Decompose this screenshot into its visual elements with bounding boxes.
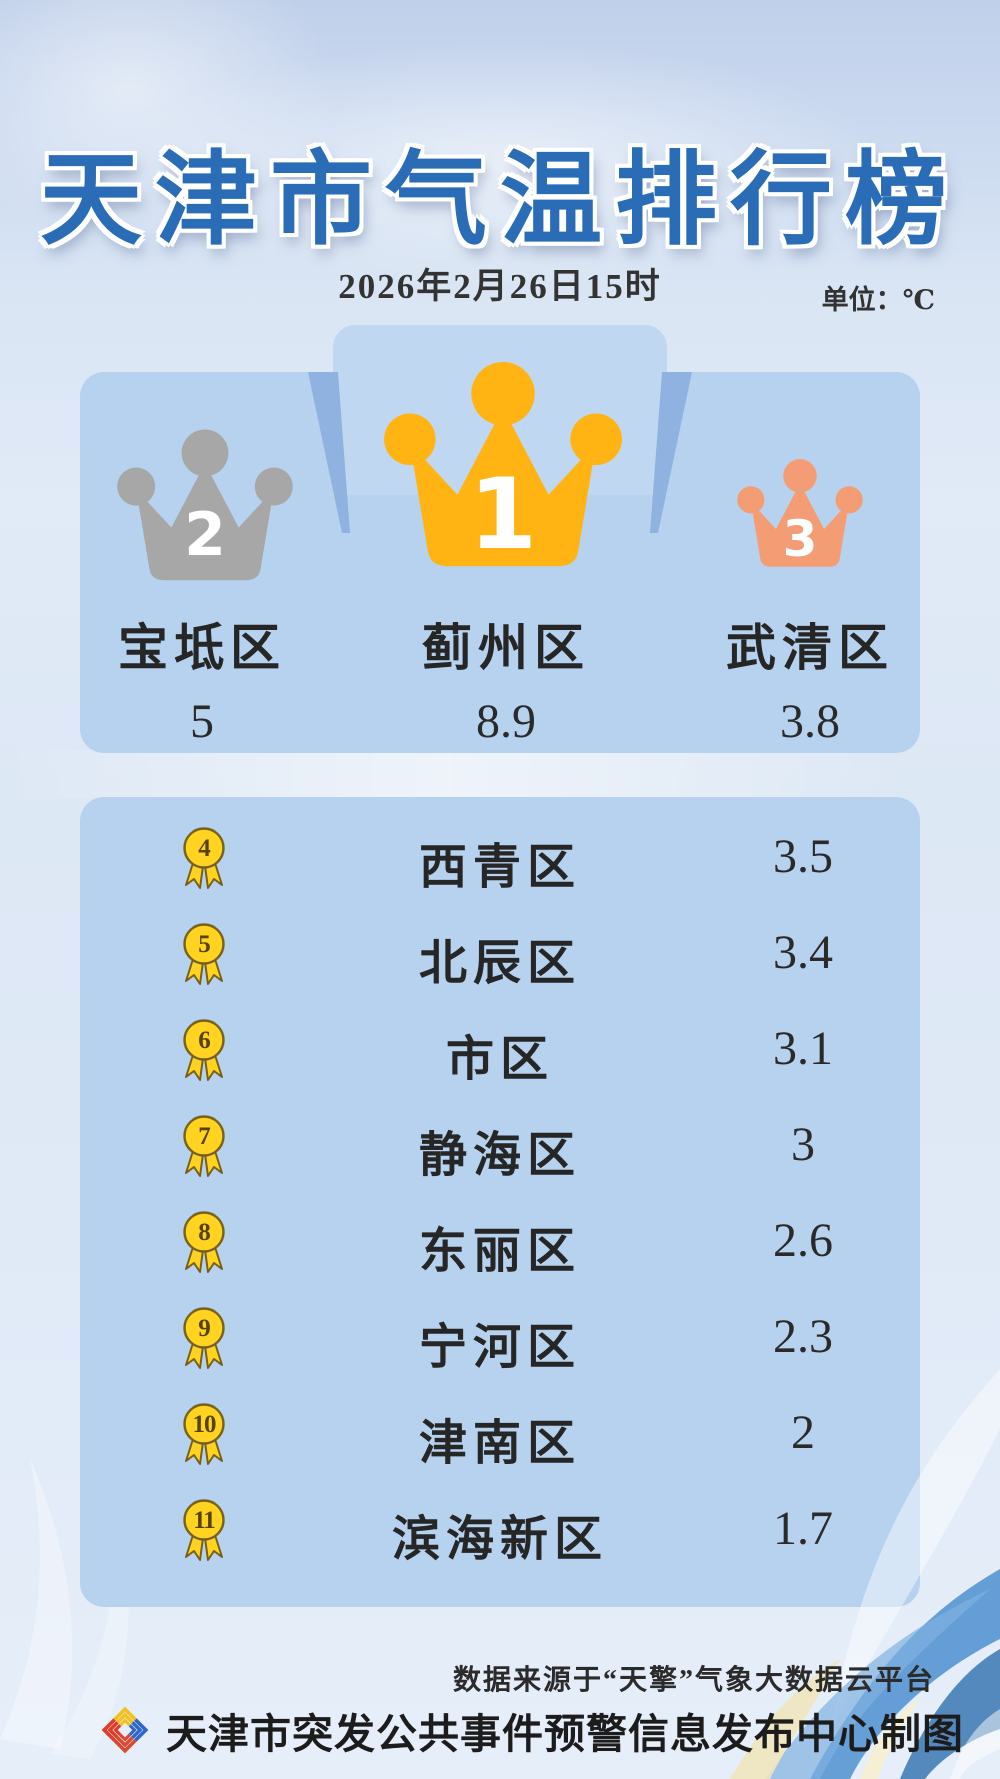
rank-badge-icon: 5	[180, 922, 228, 986]
list-item: 10 津南区 2	[80, 1385, 920, 1481]
list-item: 5 北辰区 3.4	[80, 905, 920, 1001]
district-name: 武清区	[726, 620, 894, 676]
district-name: 东丽区	[418, 1225, 581, 1278]
rank-badge-icon: 11	[180, 1498, 228, 1562]
center-logo-icon	[101, 1706, 149, 1754]
temperature-value: 2.6	[773, 1214, 833, 1267]
rank-number: 1	[468, 458, 538, 572]
rank-number: 8	[198, 1219, 211, 1246]
report-datetime: 2026年2月26日15时	[338, 267, 662, 306]
gold-crown-icon: 1	[384, 360, 622, 578]
district-name: 宁河区	[418, 1321, 581, 1374]
list-item: 11 滨海新区 1.7	[80, 1481, 920, 1577]
page-title: 天津市气温排行榜	[40, 145, 960, 258]
rank-number: 5	[198, 931, 211, 958]
temperature-value: 3.5	[773, 830, 833, 883]
credit-text: 天津市突发公共事件预警信息发布中心制图	[166, 1711, 964, 1757]
rank-badge-icon: 9	[180, 1306, 228, 1370]
credit-line: 天津市突发公共事件预警信息发布中心制图	[98, 1700, 963, 1760]
temperature-value: 3.1	[773, 1022, 833, 1075]
district-name: 蓟州区	[422, 620, 590, 676]
temperature-value: 2.3	[773, 1310, 833, 1363]
temperature-value: 1.7	[773, 1502, 833, 1555]
list-item: 7 静海区 3	[80, 1097, 920, 1193]
list-item: 4 西青区 3.5	[80, 809, 920, 905]
rank-number: 2	[184, 500, 226, 570]
rank-badge-icon: 10	[180, 1402, 228, 1466]
temperature-value: 2	[791, 1406, 815, 1459]
silver-crown-icon: 2	[117, 428, 293, 589]
rank-badge-icon: 6	[180, 1018, 228, 1082]
district-name: 滨海新区	[391, 1513, 608, 1566]
light-band-decoration	[0, 750, 1000, 798]
district-name: 北辰区	[418, 937, 581, 990]
rank-number: 6	[198, 1027, 211, 1054]
title-glow-decoration	[110, 40, 890, 290]
district-name: 津南区	[418, 1417, 581, 1470]
list-item: 9 宁河区 2.3	[80, 1289, 920, 1385]
temperature-value: 3	[791, 1118, 815, 1171]
bronze-crown-icon: 3	[737, 458, 863, 573]
district-name: 宝坻区	[118, 620, 286, 676]
rank-number: 11	[193, 1507, 216, 1534]
district-name: 市区	[445, 1033, 554, 1086]
rank-number: 7	[198, 1123, 211, 1150]
ranking-list-card: 4 西青区 3.5 5 北辰区 3.4 6 市区 3.1 7 静海区 3 8 东…	[80, 797, 920, 1607]
rank-number: 10	[192, 1411, 217, 1438]
district-name: 西青区	[418, 841, 581, 894]
rank-number: 4	[198, 835, 211, 862]
list-item: 8 东丽区 2.6	[80, 1193, 920, 1289]
rank-number: 3	[782, 510, 818, 568]
list-item: 6 市区 3.1	[80, 1001, 920, 1097]
rank-badge-icon: 8	[180, 1210, 228, 1274]
rank-number: 9	[198, 1315, 211, 1342]
temperature-value: 3.4	[773, 926, 833, 979]
unit-label: 单位：℃	[821, 285, 935, 315]
temperature-value: 5	[190, 695, 214, 748]
rank-badge-icon: 4	[180, 826, 228, 890]
data-source-note: 数据来源于“天擎”气象大数据云平台	[452, 1665, 935, 1696]
rank-badge-icon: 7	[180, 1114, 228, 1178]
district-name: 静海区	[418, 1129, 581, 1182]
temperature-value: 3.8	[780, 695, 840, 748]
temperature-value: 8.9	[476, 695, 536, 748]
